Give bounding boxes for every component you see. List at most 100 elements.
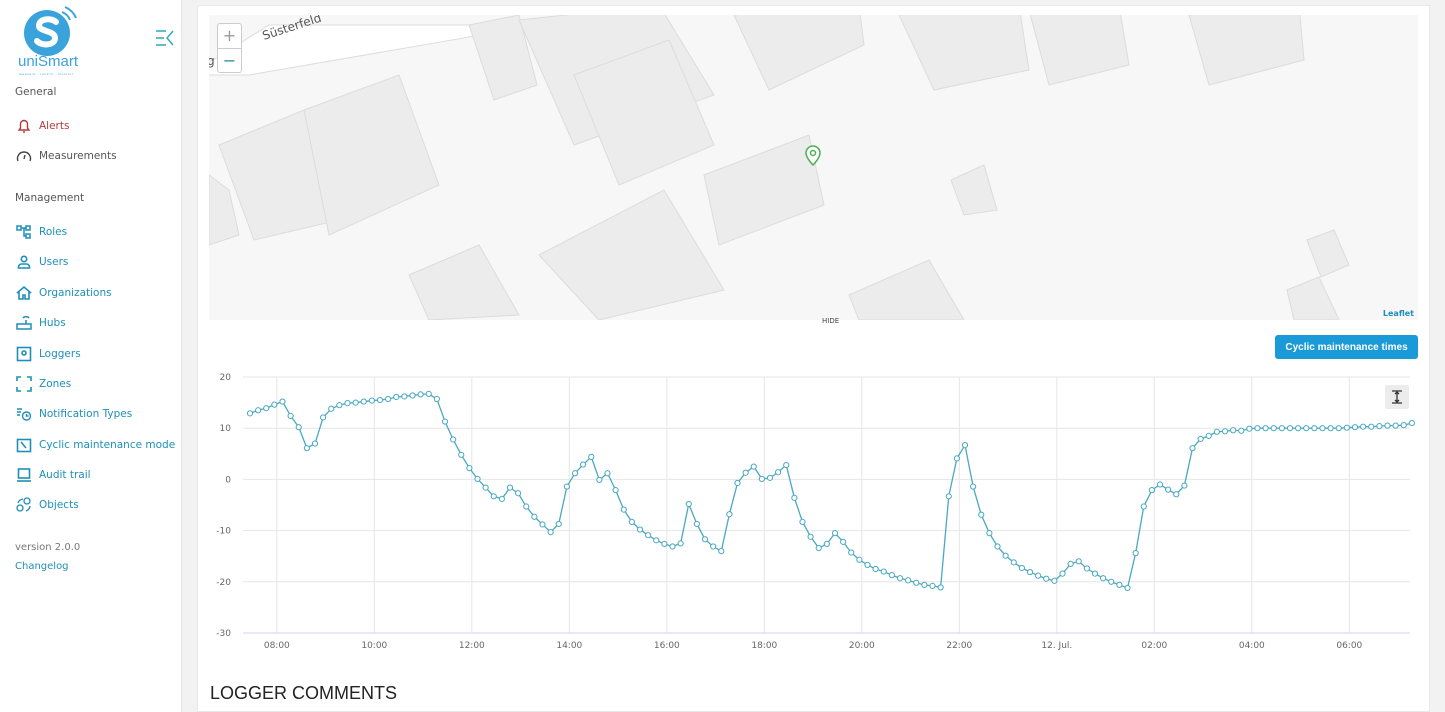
sidebar-item-cyclic-maintenance-mode[interactable]: Cyclic maintenance mode [15, 436, 175, 454]
data-point [531, 513, 538, 520]
data-point [1132, 550, 1139, 557]
x-tick-label: 04:00 [1239, 641, 1265, 651]
data-point [458, 451, 465, 458]
sidebar-item-roles[interactable]: Roles [15, 223, 67, 241]
y-tick-label: 10 [220, 424, 232, 434]
data-point [1059, 570, 1066, 577]
hide-map-toggle[interactable]: HIDE [822, 317, 840, 325]
data-point [1205, 432, 1212, 439]
data-point [279, 398, 286, 405]
data-point [555, 520, 562, 528]
data-point [352, 399, 359, 406]
data-point [628, 518, 635, 525]
sidebar-item-notification-types[interactable]: Notification Types [15, 405, 132, 423]
router-icon [15, 315, 32, 332]
x-tick-label: 20:00 [849, 641, 875, 651]
data-point [1392, 422, 1399, 429]
data-point [1360, 423, 1367, 430]
data-point [563, 483, 570, 490]
x-tick-label: 18:00 [751, 641, 777, 651]
data-point [1384, 422, 1391, 429]
collapse-sidebar-icon[interactable] [155, 29, 175, 47]
data-point [831, 530, 839, 537]
sidebar-item-label: Roles [39, 226, 68, 238]
location-marker-icon[interactable] [805, 145, 821, 167]
sidebar-item-organizations[interactable]: Organizations [15, 284, 112, 302]
data-point [1303, 425, 1310, 432]
sidebar-item-objects[interactable]: Objects [15, 496, 79, 514]
section-general: General [15, 86, 57, 98]
data-point [653, 537, 660, 544]
map[interactable]: Süsterfeld g + − Leaflet [209, 15, 1418, 320]
series-line [249, 393, 1413, 589]
data-point [636, 526, 644, 533]
data-point [1124, 584, 1131, 592]
reset-zoom-button[interactable] [1385, 385, 1409, 409]
data-point [978, 511, 985, 518]
sidebar-item-label: Organizations [39, 287, 112, 299]
data-point [580, 461, 587, 468]
sidebar-item-label: Objects [39, 499, 79, 511]
data-point [929, 582, 936, 589]
data-point [896, 575, 904, 582]
y-tick-label: 0 [225, 475, 231, 485]
data-point [677, 540, 684, 547]
sidebar-item-audit-trail[interactable]: Audit trail [15, 466, 91, 484]
data-point [645, 532, 652, 539]
data-point [417, 391, 424, 398]
sidebar-item-label: Loggers [39, 348, 81, 360]
leaflet-attribution-link[interactable]: Leaflet [1382, 309, 1414, 318]
data-point [466, 465, 473, 472]
laptop-icon [15, 467, 32, 484]
data-point [393, 393, 400, 401]
data-point [807, 533, 814, 540]
data-point [937, 584, 944, 591]
data-point [726, 511, 733, 518]
hierarchy-icon [15, 224, 32, 241]
data-point [758, 475, 765, 482]
cyclic-maintenance-times-button[interactable]: Cyclic maintenance times [1275, 335, 1418, 359]
x-tick-label: 06:00 [1336, 641, 1362, 651]
data-point [1026, 568, 1034, 576]
data-point [515, 490, 522, 497]
data-point [710, 543, 717, 550]
data-point [1213, 428, 1220, 435]
data-point [945, 493, 952, 500]
data-point [775, 469, 782, 476]
data-point [1230, 427, 1237, 434]
zoom-out-button[interactable]: − [218, 48, 241, 72]
sidebar-item-users[interactable]: Users [15, 253, 68, 271]
data-point [547, 529, 554, 536]
changelog-link[interactable]: Changelog [15, 561, 69, 572]
data-point [506, 484, 514, 491]
data-point [1238, 427, 1245, 434]
sidebar-item-measurements[interactable]: Measurements [15, 147, 117, 165]
data-point [482, 484, 489, 491]
data-point [1254, 425, 1261, 432]
map-tiles: Süsterfeld g [209, 15, 1350, 320]
data-point [1116, 581, 1123, 588]
sidebar-item-hubs[interactable]: Hubs [15, 314, 66, 332]
data-point [1327, 425, 1334, 432]
sidebar-item-alerts[interactable]: Alerts [15, 117, 69, 135]
sidebar-item-label: Audit trail [39, 469, 91, 481]
data-point [856, 556, 863, 563]
objects-icon [15, 497, 32, 514]
sidebar-item-label: Users [39, 256, 69, 268]
zoom-in-button[interactable]: + [222, 26, 237, 45]
sidebar-item-zones[interactable]: Zones [15, 375, 71, 393]
data-point [1270, 425, 1277, 432]
data-point [246, 410, 254, 417]
data-point [1408, 419, 1415, 427]
data-point [799, 518, 806, 525]
data-point [1140, 503, 1147, 510]
x-tick-label: 10:00 [361, 641, 387, 651]
data-point [303, 445, 310, 452]
data-point [344, 400, 351, 407]
user-icon [15, 254, 32, 271]
data-point [685, 500, 692, 508]
data-point [1319, 425, 1326, 432]
sidebar-item-loggers[interactable]: Loggers [15, 345, 81, 363]
data-point [401, 393, 408, 400]
y-tick-label: -30 [216, 629, 231, 639]
